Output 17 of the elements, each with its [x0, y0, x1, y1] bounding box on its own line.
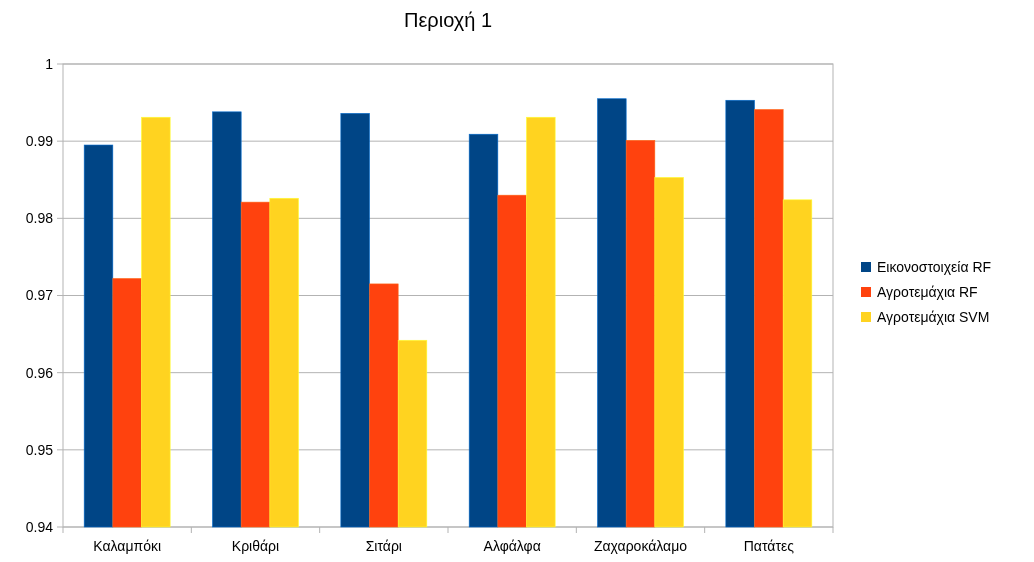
x-tick-label: Σιτάρι — [365, 538, 402, 554]
y-tick-label: 1 — [45, 55, 54, 72]
legend-label: Αγροτεμάχια SVM — [877, 308, 990, 325]
y-tick-label: 0.96 — [25, 364, 54, 381]
x-tick-label: Πατάτες — [743, 538, 795, 554]
x-tick-label: Ζαχαροκάλαμο — [593, 538, 688, 554]
legend-label: Αγροτεμάχια RF — [877, 283, 978, 300]
y-tick-label: 0.94 — [25, 518, 54, 535]
legend-label: Εικονοστοιχεία RF — [877, 258, 992, 275]
x-tick-label: Αλφάλφα — [483, 538, 541, 554]
chart-title: Περιοχή 1 — [403, 9, 493, 31]
y-tick-label: 0.97 — [25, 287, 54, 304]
x-tick-label: Κριθάρι — [231, 538, 280, 554]
x-tick-label: Καλαμπόκι — [93, 538, 162, 554]
y-tick-label: 0.98 — [25, 210, 54, 227]
y-tick-label: 0.95 — [25, 441, 54, 458]
y-tick-label: 0.99 — [25, 133, 54, 150]
